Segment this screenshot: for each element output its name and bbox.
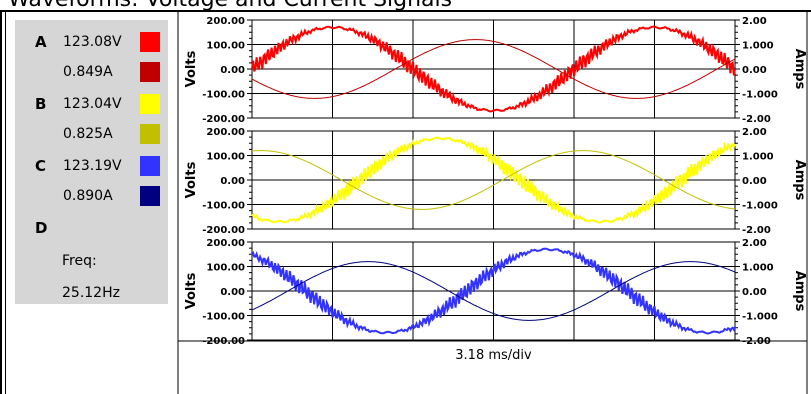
phase-a-voltage: 123.08V [63, 34, 122, 50]
y-tick-label-left: 0.00 [220, 287, 245, 298]
y-tick-label-left: 100.00 [206, 152, 245, 163]
y-tick-label-right: 2.00 [742, 238, 767, 249]
phase-legend-panel: A 123.08V 0.849A B 123.04V 0.825A C 123.… [15, 20, 168, 304]
y-tick-label-right: -2.00 [742, 225, 771, 236]
y-axis-label-left: Volts [184, 161, 199, 198]
y-tick-label-right: -2.00 [742, 114, 771, 125]
legend-row-b-voltage: B 123.04V [15, 92, 168, 118]
phase-c-voltage: 123.19V [63, 158, 122, 174]
y-axis-label-left: Volts [184, 272, 199, 309]
legend-row-d: D [15, 216, 168, 242]
y-tick-label-left: -100.00 [202, 90, 245, 101]
y-tick-label-right: -2.00 [742, 336, 771, 347]
phase-a-current: 0.849A [63, 64, 113, 80]
y-tick-label-right: 0.00 [742, 65, 767, 76]
y-tick-label-left: 100.00 [206, 41, 245, 52]
y-axis-label-right: Amps [792, 49, 807, 90]
y-tick-label-right: 0.00 [742, 176, 767, 187]
x-axis-label: 3.18 ms/div [455, 348, 532, 363]
y-axis-label-right: Amps [792, 271, 807, 312]
series-line-voltage [251, 25, 736, 113]
phase-letter-b: B [35, 95, 47, 113]
window-title: Waveforms: Voltage and Current Signals [8, 0, 452, 12]
y-tick-label-right: 0.00 [742, 287, 767, 298]
y-tick-label-right: -1.000 [742, 312, 778, 323]
legend-row-c-voltage: C 123.19V [15, 154, 168, 180]
frame-left-border [0, 10, 2, 394]
y-tick-label-right: 1.000 [742, 41, 774, 52]
phase-b-voltage-swatch[interactable] [140, 94, 160, 114]
phase-b-current: 0.825A [63, 126, 113, 142]
phase-c-current-swatch[interactable] [140, 186, 160, 206]
phase-c-current: 0.890A [63, 188, 113, 204]
y-tick-label-right: 1.000 [742, 263, 774, 274]
series-line-voltage [251, 136, 736, 224]
y-tick-label-right: 2.00 [742, 127, 767, 138]
y-tick-label-left: -100.00 [202, 201, 245, 212]
y-tick-label-left: 200.00 [206, 238, 245, 249]
y-tick-label-left: 200.00 [206, 16, 245, 27]
waveform-panel-2 [247, 130, 740, 230]
phase-letter-a: A [35, 33, 47, 51]
series-line-current [251, 261, 736, 321]
phase-b-voltage: 123.04V [63, 96, 122, 112]
frequency-label: Freq: [62, 253, 97, 269]
y-tick-label-right: -1.000 [742, 90, 778, 101]
series-line-current [251, 150, 736, 210]
legend-row-b-current: 0.825A [15, 122, 168, 148]
phase-a-current-swatch[interactable] [140, 62, 160, 82]
y-tick-label-left: -100.00 [202, 312, 245, 323]
phase-c-voltage-swatch[interactable] [140, 156, 160, 176]
phase-a-voltage-swatch[interactable] [140, 32, 160, 52]
y-tick-label-left: -200.00 [202, 225, 245, 236]
legend-row-a-current: 0.849A [15, 60, 168, 86]
frequency-value: 25.12Hz [62, 285, 120, 301]
y-tick-label-left: 0.00 [220, 65, 245, 76]
y-tick-label-left: -200.00 [202, 336, 245, 347]
phase-letter-d: D [35, 219, 48, 237]
y-tick-label-right: -1.000 [742, 201, 778, 212]
legend-row-c-current: 0.890A [15, 184, 168, 210]
phase-b-current-swatch[interactable] [140, 124, 160, 144]
frame-top-border [0, 10, 811, 12]
phase-letter-c: C [35, 157, 47, 175]
y-axis-label-right: Amps [792, 160, 807, 201]
series-line-current [251, 39, 736, 99]
y-tick-label-left: -200.00 [202, 114, 245, 125]
y-tick-label-left: 0.00 [220, 176, 245, 187]
y-tick-label-left: 100.00 [206, 263, 245, 274]
waveform-panel-1 [247, 19, 740, 119]
series-line-voltage [251, 247, 736, 335]
y-tick-label-right: 2.00 [742, 16, 767, 27]
y-tick-label-right: 1.000 [742, 152, 774, 163]
frame-left-border-inner [5, 10, 6, 394]
y-axis-label-left: Volts [184, 50, 199, 87]
waveform-panel-3 [247, 241, 740, 341]
legend-row-a-voltage: A 123.08V [15, 30, 168, 56]
y-tick-label-left: 200.00 [206, 127, 245, 138]
